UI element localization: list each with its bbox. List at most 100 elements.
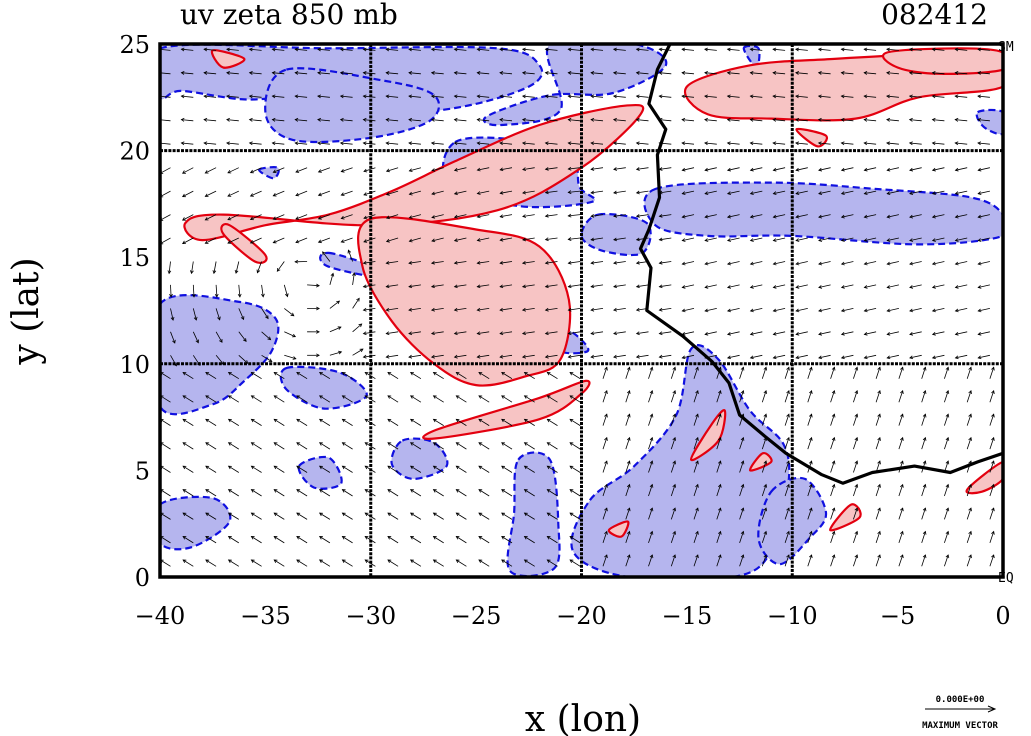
wind-vector [977, 72, 990, 75]
wind-vector [340, 119, 353, 122]
wind-vector [250, 237, 262, 244]
wind-vector-head [499, 47, 504, 52]
wind-vector [591, 119, 604, 122]
wind-vector [387, 489, 399, 497]
wind-vector-head [749, 71, 754, 75]
wind-vector [648, 437, 653, 450]
wind-vector [591, 261, 604, 264]
wind-vector [160, 489, 171, 497]
wind-vector-head [977, 285, 982, 289]
wind-vector-head [276, 267, 281, 272]
wind-vector-head [205, 442, 210, 446]
wind-vector-head [945, 483, 950, 488]
wind-vector [228, 465, 240, 473]
wind-vector-head [362, 47, 367, 52]
wind-vector-head [499, 141, 504, 146]
wind-vector [727, 142, 740, 145]
wind-vector-head [681, 214, 686, 219]
wind-vector-head [831, 507, 836, 512]
wind-vector-head [455, 395, 460, 399]
wind-vector [932, 48, 945, 51]
wind-vector [807, 554, 812, 567]
wind-vector-head [854, 390, 859, 394]
wind-vector-head [356, 297, 360, 302]
wind-vector [978, 331, 990, 335]
wind-vector-head [205, 418, 210, 423]
wind-vector-head [786, 483, 790, 488]
wind-vector [238, 355, 248, 364]
wind-vector-head [749, 117, 754, 122]
wind-vector [226, 119, 239, 122]
wind-vector [329, 300, 340, 309]
wind-vector-head [318, 371, 323, 376]
wind-vector [716, 554, 721, 567]
wind-vector [909, 142, 922, 145]
wind-vector-head [809, 390, 813, 394]
wind-vector-head [521, 307, 527, 312]
wind-vector-head [408, 94, 413, 99]
wind-vector-head [977, 94, 982, 99]
wind-vector [659, 331, 672, 334]
wind-vector [499, 72, 513, 75]
wind-vector [569, 395, 581, 403]
wind-vector [568, 308, 581, 311]
wind-vector-head [453, 191, 458, 196]
wind-vector [348, 250, 353, 262]
wind-vector-head [945, 460, 950, 465]
wind-vector [273, 190, 285, 197]
wind-vector [955, 119, 968, 122]
wind-vector-head [695, 460, 699, 465]
wind-vector [886, 119, 899, 122]
wind-vector-head [432, 418, 437, 423]
wind-vector-head [271, 117, 276, 122]
wind-vector-head [886, 47, 891, 52]
wind-vector-head [977, 117, 982, 122]
wind-vector [739, 390, 744, 403]
wind-vector-head [772, 94, 777, 99]
wind-vector-head [909, 308, 914, 313]
wind-vector-head [364, 371, 369, 376]
wind-vector-head [295, 239, 300, 244]
wind-vector-head [908, 141, 913, 146]
wind-vector-head [726, 191, 732, 195]
wind-vector [761, 531, 767, 544]
wind-vector-head [409, 465, 414, 470]
wind-vector-head [546, 395, 551, 399]
wind-vector [569, 536, 581, 544]
wind-vector [921, 367, 926, 379]
wind-vector [454, 354, 467, 358]
wind-vector [408, 119, 421, 122]
wind-vector [205, 559, 217, 567]
wind-vector [273, 559, 285, 567]
wind-vector [887, 331, 899, 335]
wind-vector-head [430, 71, 435, 75]
wind-vector-head [499, 284, 504, 289]
wind-vector-head [831, 413, 836, 418]
wind-vector-head [613, 260, 618, 265]
wind-vector [250, 167, 262, 173]
wind-vector-head [294, 259, 299, 264]
wind-vector [864, 167, 877, 171]
wind-vector [364, 489, 376, 497]
wind-vector [501, 559, 513, 567]
wind-vector-head [478, 559, 483, 563]
wind-vector-head [226, 141, 230, 146]
wind-vector [716, 507, 721, 520]
wind-vector [477, 167, 490, 171]
wind-vector [454, 331, 467, 334]
wind-vector-head [273, 418, 278, 423]
wind-vector [205, 190, 217, 197]
wind-vector [251, 395, 262, 403]
wind-vector [545, 214, 558, 217]
wind-vector [841, 354, 854, 359]
wind-vector [295, 142, 308, 145]
wind-vector [795, 72, 808, 75]
wind-vector-head [726, 331, 732, 336]
wind-vector [307, 284, 320, 287]
wind-vector [235, 261, 240, 274]
wind-vector-head [364, 489, 369, 493]
wind-vector-head [453, 71, 458, 75]
wind-vector [921, 390, 926, 403]
wind-vector-head [387, 559, 392, 563]
wind-vector-head [181, 193, 186, 198]
